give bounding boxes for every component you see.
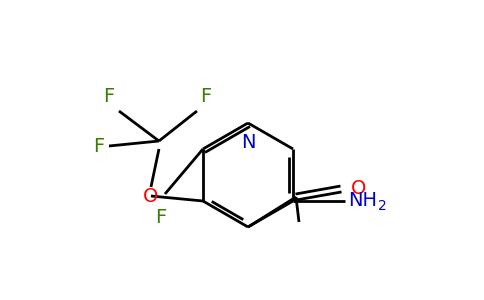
- Text: NH: NH: [348, 191, 377, 211]
- Text: 2: 2: [378, 199, 387, 213]
- Text: F: F: [200, 87, 211, 106]
- Text: F: F: [155, 208, 166, 227]
- Text: F: F: [103, 87, 114, 106]
- Text: N: N: [241, 133, 255, 152]
- Text: O: O: [351, 179, 366, 199]
- Text: O: O: [143, 187, 159, 206]
- Text: F: F: [93, 136, 104, 155]
